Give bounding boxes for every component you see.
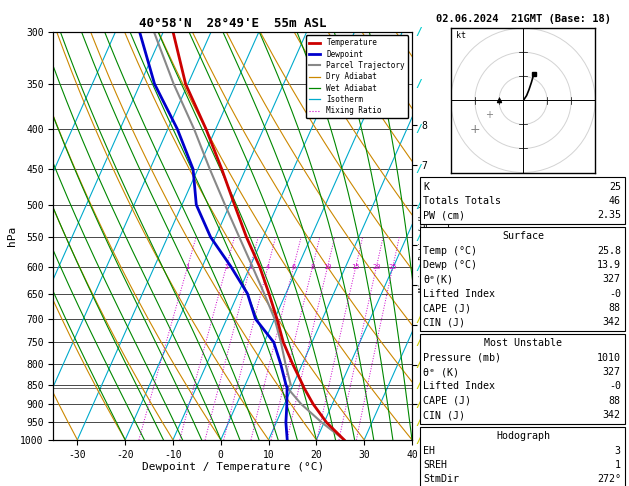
Text: /: /	[415, 79, 421, 89]
Text: 6: 6	[291, 263, 296, 270]
Text: 2: 2	[224, 263, 228, 270]
Text: /: /	[415, 359, 421, 369]
Text: /: /	[415, 399, 421, 409]
Text: 327: 327	[603, 367, 621, 377]
Text: 8: 8	[311, 263, 314, 270]
Text: 46: 46	[609, 196, 621, 206]
Text: CAPE (J): CAPE (J)	[423, 303, 471, 313]
Text: /: /	[415, 380, 421, 390]
Text: © weatheronline.co.uk: © weatheronline.co.uk	[470, 468, 576, 477]
Text: EH: EH	[423, 446, 435, 456]
Text: /: /	[415, 261, 421, 272]
Text: 2.35: 2.35	[597, 210, 621, 220]
Text: 20: 20	[372, 263, 381, 270]
X-axis label: Dewpoint / Temperature (°C): Dewpoint / Temperature (°C)	[142, 462, 324, 472]
Text: Lifted Index: Lifted Index	[423, 289, 495, 299]
Text: 342: 342	[603, 410, 621, 420]
Text: 1010: 1010	[597, 353, 621, 363]
Text: /: /	[415, 417, 421, 428]
Text: 1: 1	[186, 263, 190, 270]
Text: 25.8: 25.8	[597, 245, 621, 256]
Text: +: +	[470, 123, 480, 136]
Text: kt: kt	[455, 31, 465, 40]
Text: StmDir: StmDir	[423, 474, 459, 485]
Text: θᵉ(K): θᵉ(K)	[423, 274, 454, 284]
Legend: Temperature, Dewpoint, Parcel Trajectory, Dry Adiabat, Wet Adiabat, Isotherm, Mi: Temperature, Dewpoint, Parcel Trajectory…	[306, 35, 408, 118]
Text: LCL: LCL	[419, 383, 435, 392]
Text: Hodograph: Hodograph	[496, 431, 550, 441]
Text: /: /	[415, 27, 421, 36]
Text: /: /	[415, 200, 421, 210]
Text: Dewp (°C): Dewp (°C)	[423, 260, 477, 270]
Text: θᵉ (K): θᵉ (K)	[423, 367, 459, 377]
Text: Pressure (mb): Pressure (mb)	[423, 353, 501, 363]
Text: /: /	[415, 124, 421, 134]
Text: -0: -0	[609, 289, 621, 299]
Text: CIN (J): CIN (J)	[423, 410, 465, 420]
Text: 02.06.2024  21GMT (Base: 18): 02.06.2024 21GMT (Base: 18)	[435, 14, 611, 24]
Y-axis label: hPa: hPa	[8, 226, 18, 246]
Title: 40°58'N  28°49'E  55m ASL: 40°58'N 28°49'E 55m ASL	[139, 17, 326, 31]
Text: 25: 25	[609, 181, 621, 191]
Text: 272°: 272°	[597, 474, 621, 485]
Text: CAPE (J): CAPE (J)	[423, 396, 471, 406]
Text: Temp (°C): Temp (°C)	[423, 245, 477, 256]
Text: 1: 1	[615, 460, 621, 470]
Text: 4: 4	[266, 263, 270, 270]
Y-axis label: km
ASL: km ASL	[444, 225, 462, 246]
Text: 15: 15	[352, 263, 360, 270]
Text: -0: -0	[609, 382, 621, 392]
Text: 88: 88	[609, 396, 621, 406]
Text: /: /	[415, 337, 421, 347]
Text: 342: 342	[603, 317, 621, 328]
Text: 88: 88	[609, 303, 621, 313]
Text: +: +	[486, 110, 493, 120]
Text: 13.9: 13.9	[597, 260, 621, 270]
Text: 25: 25	[389, 263, 397, 270]
Text: Lifted Index: Lifted Index	[423, 382, 495, 392]
Text: Totals Totals: Totals Totals	[423, 196, 501, 206]
Text: 327: 327	[603, 274, 621, 284]
Text: Mixing Ratio (g/kg): Mixing Ratio (g/kg)	[419, 204, 428, 292]
Text: 3: 3	[248, 263, 252, 270]
Text: /: /	[415, 435, 421, 445]
Text: PW (cm): PW (cm)	[423, 210, 465, 220]
Text: Most Unstable: Most Unstable	[484, 338, 562, 348]
Text: Surface: Surface	[502, 231, 544, 242]
Text: CIN (J): CIN (J)	[423, 317, 465, 328]
Text: 3: 3	[615, 446, 621, 456]
Text: 10: 10	[323, 263, 332, 270]
Text: K: K	[423, 181, 430, 191]
Text: /: /	[415, 164, 421, 174]
Text: SREH: SREH	[423, 460, 447, 470]
Text: /: /	[415, 232, 421, 242]
Text: /: /	[415, 314, 421, 324]
